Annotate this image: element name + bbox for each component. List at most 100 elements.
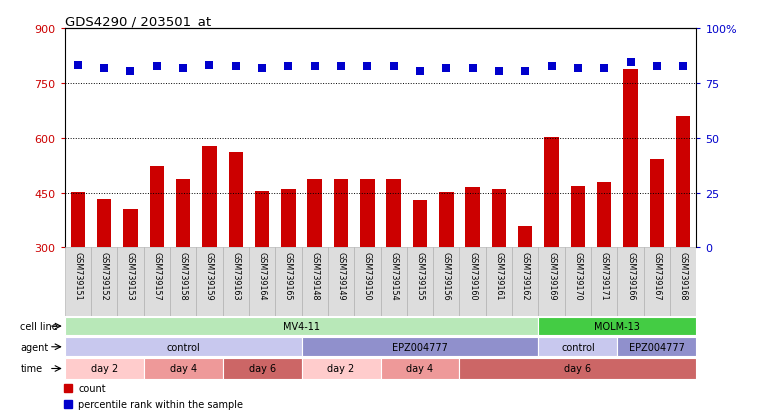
Bar xyxy=(439,192,454,248)
Bar xyxy=(650,159,664,248)
Bar xyxy=(597,183,611,248)
Bar xyxy=(460,248,486,316)
Bar xyxy=(123,209,138,248)
Bar xyxy=(281,190,295,248)
Text: GSM739167: GSM739167 xyxy=(652,251,661,300)
Bar xyxy=(565,248,591,316)
Bar xyxy=(150,167,164,248)
Point xyxy=(124,69,136,75)
Text: GSM739151: GSM739151 xyxy=(73,251,82,300)
Bar xyxy=(591,248,617,316)
Text: GSM739153: GSM739153 xyxy=(126,251,135,300)
Bar xyxy=(354,248,380,316)
Bar xyxy=(412,200,427,248)
Bar xyxy=(360,179,374,248)
Bar xyxy=(387,179,401,248)
Bar xyxy=(71,192,85,248)
Point xyxy=(572,66,584,72)
Point xyxy=(598,66,610,72)
Text: time: time xyxy=(21,363,43,374)
Bar xyxy=(65,248,91,316)
Point xyxy=(387,64,400,70)
Bar xyxy=(539,317,696,335)
Bar xyxy=(301,248,328,316)
Bar xyxy=(328,248,354,316)
Bar xyxy=(301,338,539,356)
Text: agent: agent xyxy=(21,342,49,352)
Text: GSM739169: GSM739169 xyxy=(547,251,556,300)
Point xyxy=(519,69,531,75)
Text: GSM739170: GSM739170 xyxy=(573,251,582,300)
Bar xyxy=(91,248,117,316)
Bar xyxy=(466,188,480,248)
Text: GSM739164: GSM739164 xyxy=(257,251,266,299)
Point xyxy=(335,64,347,70)
Bar xyxy=(334,180,349,248)
Point xyxy=(361,64,374,70)
Bar xyxy=(380,358,460,379)
Bar xyxy=(617,338,696,356)
Point xyxy=(466,66,479,72)
Bar xyxy=(117,248,144,316)
Point xyxy=(440,66,452,72)
Text: GSM739156: GSM739156 xyxy=(442,251,451,300)
Bar xyxy=(196,248,222,316)
Text: GSM739152: GSM739152 xyxy=(100,251,109,300)
Point xyxy=(72,62,84,69)
Bar xyxy=(65,338,301,356)
Point xyxy=(625,59,637,66)
Bar xyxy=(433,248,460,316)
Bar xyxy=(380,248,407,316)
Point xyxy=(256,66,268,72)
Bar xyxy=(518,227,533,248)
Bar xyxy=(255,191,269,248)
Bar xyxy=(275,248,301,316)
Point xyxy=(651,64,663,70)
Point xyxy=(546,64,558,70)
Bar xyxy=(301,358,380,379)
Text: EPZ004777: EPZ004777 xyxy=(629,342,685,352)
Point xyxy=(493,69,505,75)
Bar xyxy=(223,248,249,316)
Text: day 6: day 6 xyxy=(249,363,275,374)
Bar xyxy=(512,248,539,316)
Text: GDS4290 / 203501_at: GDS4290 / 203501_at xyxy=(65,15,211,28)
Text: GSM739163: GSM739163 xyxy=(231,251,240,299)
Bar xyxy=(97,199,111,248)
Bar xyxy=(539,338,617,356)
Point xyxy=(677,64,689,70)
Bar xyxy=(670,248,696,316)
Text: day 6: day 6 xyxy=(565,363,591,374)
Bar xyxy=(249,248,275,316)
Point xyxy=(151,64,163,70)
Point xyxy=(203,62,215,69)
Text: GSM739150: GSM739150 xyxy=(363,251,372,300)
Text: GSM739148: GSM739148 xyxy=(310,251,319,299)
Text: GSM739158: GSM739158 xyxy=(179,251,188,300)
Bar xyxy=(176,179,190,248)
Text: MOLM-13: MOLM-13 xyxy=(594,321,640,331)
Text: GSM739157: GSM739157 xyxy=(152,251,161,300)
Point xyxy=(98,66,110,72)
Bar xyxy=(65,358,144,379)
Text: EPZ004777: EPZ004777 xyxy=(392,342,448,352)
Bar xyxy=(202,146,217,248)
Bar xyxy=(65,317,539,335)
Text: GSM739161: GSM739161 xyxy=(495,251,504,299)
Text: GSM739162: GSM739162 xyxy=(521,251,530,300)
Bar xyxy=(676,117,690,248)
Point xyxy=(309,64,321,70)
Bar xyxy=(486,248,512,316)
Point xyxy=(282,64,295,70)
Text: percentile rank within the sample: percentile rank within the sample xyxy=(78,399,244,408)
Bar xyxy=(644,248,670,316)
Bar xyxy=(228,152,243,248)
Text: GSM739154: GSM739154 xyxy=(389,251,398,300)
Bar xyxy=(623,70,638,248)
Bar xyxy=(460,358,696,379)
Point xyxy=(177,66,189,72)
Text: day 4: day 4 xyxy=(170,363,196,374)
Bar xyxy=(223,358,301,379)
Text: control: control xyxy=(166,342,200,352)
Text: MV4-11: MV4-11 xyxy=(283,321,320,331)
